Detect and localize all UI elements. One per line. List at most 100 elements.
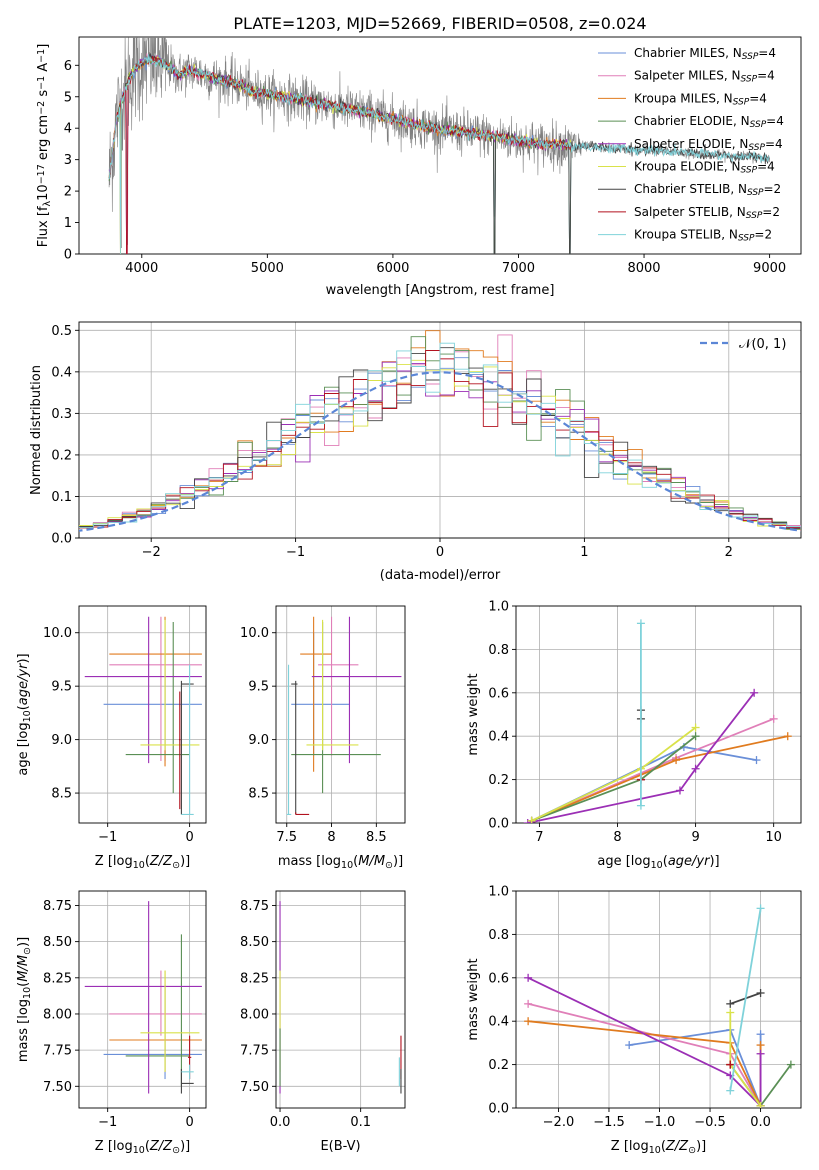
figure-title: PLATE=1203, MJD=52669, FIBERID=0508, z=0… xyxy=(233,14,646,33)
tick-label-x: −1.5 xyxy=(593,1115,625,1130)
weight-series-chabrier-miles xyxy=(527,743,761,823)
tick-label-x: −1 xyxy=(98,830,117,845)
weight-line xyxy=(527,976,762,1108)
tick-label-y: 1.0 xyxy=(488,600,509,615)
tick-label-y: 0.4 xyxy=(488,730,509,745)
tick-label-y: 0.2 xyxy=(488,773,509,788)
mass-vs-Z-panel: −1 0 7.50 7.75 8.00 8.25 8.50 8.75 Z [log10(Z/Z⊙… xyxy=(16,890,207,1156)
tick-label-y: 9.0 xyxy=(248,733,269,748)
tick-label-x: 6000 xyxy=(376,261,409,276)
error-cross-chabrier-stelib xyxy=(291,680,298,815)
error-cross-kroupa-stelib xyxy=(286,664,292,815)
tick-label-y: 4 xyxy=(64,122,72,137)
x-axis-label: wavelength [Angstrom, rest frame] xyxy=(326,283,555,298)
y-axis-label: mass weight xyxy=(466,673,481,755)
y-axis-label: mass [log10(M/M⊙)] xyxy=(16,937,33,1062)
tick-label-y: 0.2 xyxy=(488,1058,509,1073)
tick-label-x: 7 xyxy=(535,830,543,845)
age-vs-mass-panel: 7.5 8 8.5 8.5 9.0 9.5 10.0 mass [log10(M/M⊙)] xyxy=(240,605,406,871)
weight-vs-age-panel: 7 8 9 10 0.0 0.2 0.4 0.6 0.8 1.0 age [log10(age/yr… xyxy=(466,600,802,871)
weight-line xyxy=(729,908,762,1091)
weight-series-salpeter-elodie xyxy=(523,688,759,823)
tick-label-y: 8.75 xyxy=(240,899,269,914)
tick-label-x: 10 xyxy=(765,830,782,845)
spectrum-legend: Chabrier MILES, NSSP=4 Salpeter MILES, NS… xyxy=(598,46,784,244)
legend-label: Kroupa ELODIE, NSSP=4 xyxy=(634,160,775,176)
error-cross-salpeter-elodie xyxy=(311,616,402,764)
mass-vs-EBV-panel: 0.0 0.1 7.50 7.75 8.00 8.25 8.50 8.75 E(B-V) xyxy=(240,890,406,1154)
tick-label-y: 9.0 xyxy=(51,733,72,748)
tick-label-y: 0.6 xyxy=(488,686,509,701)
tick-label-y: 10.0 xyxy=(240,626,269,641)
tick-label-y: 1 xyxy=(64,216,72,231)
error-cross-chabrier-elodie xyxy=(291,622,381,794)
tick-label-x: 0 xyxy=(436,545,444,560)
x-axis-label: Z [log10(Z/Z⊙)] xyxy=(611,1139,706,1156)
tick-label-y: 0.0 xyxy=(51,532,72,547)
error-cross-chabrier-stelib xyxy=(180,1068,194,1094)
tick-label-x: 0 xyxy=(185,830,193,845)
axes-frame xyxy=(78,890,207,1109)
x-axis-label: age [log10(age/yr)] xyxy=(597,854,719,871)
legend-label: 𝒩(0, 1) xyxy=(739,337,786,352)
x-axis-label: Z [log10(Z/Z⊙)] xyxy=(95,1139,190,1156)
weight-line xyxy=(531,735,788,822)
weight-series-kroupa-stelib xyxy=(726,904,765,1095)
tick-label-x: −1.0 xyxy=(644,1115,676,1130)
histogram-kroupa-stelib xyxy=(79,342,801,530)
tick-label-x: 5000 xyxy=(251,261,284,276)
tick-label-x: −1 xyxy=(286,545,305,560)
error-cross-kroupa-stelib xyxy=(181,664,194,815)
weight-line xyxy=(531,726,697,822)
axes-frame xyxy=(515,890,802,1109)
tick-label-x: 9000 xyxy=(753,261,786,276)
tick-label-y: 0 xyxy=(64,248,72,263)
legend-label: Salpeter ELODIE, NSSP=4 xyxy=(634,137,783,153)
tick-label-x: 8.5 xyxy=(366,830,387,845)
axes-frame xyxy=(78,605,207,824)
gaussian-curve xyxy=(79,371,801,532)
weight-vs-Z-panel: −2.0 −1.5 −1.0 −0.5 0.0 0.0 0.2 0.4 0.6 0.8 1.0 Z [… xyxy=(466,885,802,1156)
tick-label-x: 7000 xyxy=(502,261,535,276)
tick-label-y: 3 xyxy=(64,153,72,168)
tick-label-y: 8.5 xyxy=(51,787,72,802)
error-cross-kroupa-elodie xyxy=(306,619,359,751)
tick-label-y: 2 xyxy=(64,185,72,200)
error-cross-kroupa-elodie xyxy=(140,619,200,751)
age-vs-Z-panel: −1 0 8.5 9.0 9.5 10.0 Z [log10(Z/Z⊙)] age [log1… xyxy=(16,605,207,871)
tick-label-y: 8.50 xyxy=(240,935,269,950)
tick-label-y: 0.2 xyxy=(51,448,72,463)
tick-label-y: 8.25 xyxy=(43,971,72,986)
tick-label-y: 9.5 xyxy=(51,680,72,695)
axes-frame xyxy=(78,321,802,539)
error-cross-kroupa-elodie xyxy=(140,970,200,1072)
tick-label-x: 1 xyxy=(580,545,588,560)
tick-label-x: 0.0 xyxy=(750,1115,771,1130)
error-cross-chabrier-elodie xyxy=(125,622,190,794)
weight-line xyxy=(527,692,755,823)
tick-label-y: 8.50 xyxy=(43,935,72,950)
tick-label-y: 0.0 xyxy=(488,1102,509,1117)
tick-label-y: 0.3 xyxy=(51,407,72,422)
x-axis-label: (data-model)/error xyxy=(380,568,501,583)
tick-label-x: −0.5 xyxy=(694,1115,726,1130)
tick-label-y: 7.75 xyxy=(240,1044,269,1059)
tick-label-y: 10.0 xyxy=(43,626,72,641)
tick-label-x: 0.1 xyxy=(350,1115,371,1130)
error-cross-chabrier-stelib xyxy=(180,680,194,815)
weight-line xyxy=(531,746,757,822)
tick-label-y: 7.50 xyxy=(240,1080,269,1095)
error-cross-salpeter-miles xyxy=(109,616,202,761)
legend-label: Salpeter STELIB, NSSP=2 xyxy=(634,205,780,221)
error-cross-salpeter-miles xyxy=(318,616,359,756)
tick-label-y: 6 xyxy=(64,59,72,74)
error-cross-salpeter-stelib xyxy=(295,812,310,815)
legend-label: Kroupa MILES, NSSP=4 xyxy=(634,91,767,107)
tick-label-x: 2 xyxy=(725,545,733,560)
tick-label-y: 8.25 xyxy=(240,971,269,986)
weight-series-kroupa-stelib xyxy=(636,619,645,810)
error-cross-salpeter-elodie xyxy=(84,901,202,1094)
error-cross-chabrier-miles xyxy=(103,985,202,1080)
spectrum-panel: 4000 5000 6000 7000 8000 9000 0 1 2 3 4 5 6 Chabrier … xyxy=(36,36,802,298)
tick-label-y: 0.8 xyxy=(488,643,509,658)
